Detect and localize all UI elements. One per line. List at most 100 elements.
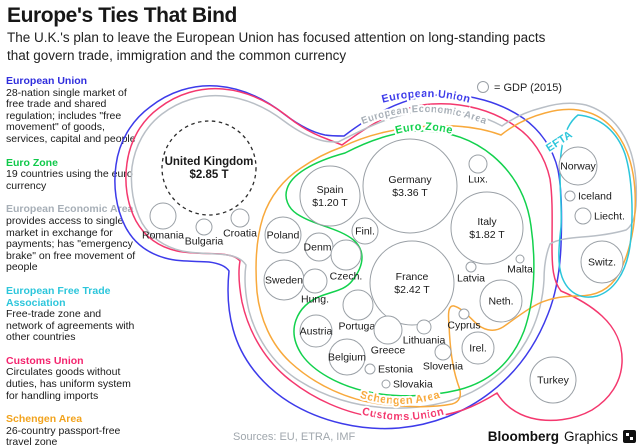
euro-zone-boundary <box>285 130 535 397</box>
country-label-liecht: Liecht. <box>594 211 625 223</box>
legend-section-body: provides access to single market in exch… <box>6 214 136 274</box>
country-cyprus: Cyprus <box>447 308 481 332</box>
country-circle-germany <box>362 138 458 234</box>
country-label-greece: Greece <box>371 345 406 357</box>
country-circle-slovakia <box>381 379 391 389</box>
gdp-size-legend: = GDP (2015) <box>477 81 562 94</box>
country-label-bulgaria: Bulgaria <box>185 236 224 248</box>
country-label-cyprus: Cyprus <box>447 320 480 332</box>
country-label-iceland: Iceland <box>578 191 612 203</box>
country-denm: Denm. <box>304 232 334 262</box>
country-circle-italy <box>450 191 524 265</box>
country-portugal: Portugal <box>338 289 378 333</box>
country-label-croatia: Croatia <box>223 228 257 240</box>
european-union-boundary <box>114 84 563 430</box>
country-iceland: Iceland <box>564 190 612 203</box>
country-label-slovenia: Slovenia <box>423 361 463 373</box>
country-label-portugal: Portugal <box>338 321 377 333</box>
country-circle-croatia <box>230 208 250 228</box>
country-greece: Greece <box>371 315 406 357</box>
european-union-label: European Union <box>380 88 471 106</box>
country-austria: Austria <box>299 314 333 348</box>
country-switz: Switz. <box>580 240 624 284</box>
country-gdp-germany: $3.36 T <box>392 187 428 199</box>
legend-section-heading: European Economic Area <box>6 203 134 216</box>
country-gdp-italy: $1.82 T <box>469 229 505 241</box>
legend-section-body: 28-nation single market of free trade an… <box>6 86 136 145</box>
legend-section-body: Circulates goods without duties, has uni… <box>6 366 131 402</box>
country-circle-neth <box>479 279 523 323</box>
country-lux: Lux. <box>468 154 488 186</box>
country-circle-romania <box>149 202 177 230</box>
country-label-switz: Switz. <box>588 257 616 269</box>
country-spain: Spain $1.20 T <box>299 165 361 227</box>
country-norway: Norway <box>558 146 598 186</box>
country-circle-liecht <box>574 207 592 225</box>
country-label-czech: Czech. <box>330 271 363 283</box>
country-malta: Malta <box>507 254 533 276</box>
country-circle-hung <box>302 268 328 294</box>
country-circle-slovenia <box>434 343 452 361</box>
country-estonia: Estonia <box>364 363 413 376</box>
bloomberg-graphics-logo-icon <box>623 430 636 443</box>
country-finl: Finl. <box>351 217 379 245</box>
brand-signature: Bloomberg Graphics <box>488 429 636 444</box>
euro-zone-label: Euro Zone <box>394 121 454 137</box>
country-circle-estonia <box>364 363 376 375</box>
country-irel: Irel. <box>461 331 495 365</box>
country-circle-france <box>369 240 455 326</box>
country-gdp-united-kingdom: $2.85 T <box>190 169 229 181</box>
country-slovenia: Slovenia <box>423 343 463 373</box>
legend-section-heading: European Free Trade Association <box>6 284 111 309</box>
country-liecht: Liecht. <box>574 207 625 225</box>
country-latvia: Latvia <box>457 261 485 285</box>
country-circle-lux <box>468 154 488 174</box>
gdp-legend-text: = GDP (2015) <box>494 82 562 94</box>
country-label-italy: Italy $1.82 T <box>469 216 505 241</box>
country-label-lithuania: Lithuania <box>403 335 446 347</box>
country-circle-czech <box>330 239 362 271</box>
legend-section: European Free Trade Association Free-trad… <box>6 284 136 344</box>
legend-section-body: 26-country passport-free travel zone <box>6 424 121 448</box>
legend-section: Customs Union Circulates goods without du… <box>6 354 136 402</box>
schengen-area-boundary <box>255 108 636 408</box>
page-subtitle: The U.K.'s plan to leave the European Un… <box>7 30 546 63</box>
country-gdp-france: $2.42 T <box>394 284 430 296</box>
country-czech: Czech. <box>330 239 363 283</box>
gdp-legend-circle-icon <box>477 81 489 93</box>
country-label-estonia: Estonia <box>378 364 413 376</box>
country-label-hung: Hung. <box>301 294 329 306</box>
sources-note: Sources: EU, ETRA, IMF <box>233 431 356 443</box>
page-title: Europe's Ties That Bind <box>7 4 237 27</box>
country-label-irel: Irel. <box>469 343 487 355</box>
legend-section-heading: Euro Zone <box>6 156 58 169</box>
country-italy: Italy $1.82 T <box>450 191 524 265</box>
legend-section: European Union 28-nation single market of… <box>6 75 136 146</box>
legend-section-body: Free-trade zone and network of agreement… <box>6 308 135 344</box>
legend-section: Schengen Area 26-country passport-free tr… <box>6 414 136 448</box>
country-circle-malta <box>515 254 525 264</box>
country-circle-belgium <box>328 338 366 376</box>
country-label-norway: Norway <box>560 161 596 173</box>
efta-boundary <box>558 114 633 298</box>
legend-section: Euro Zone 19 countries using the euro cur… <box>6 156 136 193</box>
country-belgium: Belgium <box>328 338 366 376</box>
country-circle-iceland <box>564 190 576 202</box>
zone-legend: European Union 28-nation single market of… <box>6 75 136 448</box>
country-circle-norway <box>558 146 598 186</box>
country-label-finl: Finl. <box>355 226 375 238</box>
country-slovakia: Slovakia <box>381 379 433 391</box>
country-neth: Neth. <box>479 279 523 323</box>
country-bubbles: United Kingdom $2.85 T Romania BulgariaCroa… <box>142 120 625 404</box>
country-bulgaria: Bulgaria <box>185 218 224 248</box>
country-gdp-spain: $1.20 T <box>312 197 348 209</box>
legend-section-body: 19 countries using the euro currency <box>6 168 133 192</box>
country-label-belgium: Belgium <box>328 352 366 364</box>
customs-union-boundary <box>125 87 623 422</box>
country-france: France $2.42 T <box>369 240 455 326</box>
legend-section-heading: Customs Union <box>6 354 84 367</box>
country-romania: Romania <box>142 202 184 242</box>
legend-section-heading: European Union <box>6 75 88 87</box>
